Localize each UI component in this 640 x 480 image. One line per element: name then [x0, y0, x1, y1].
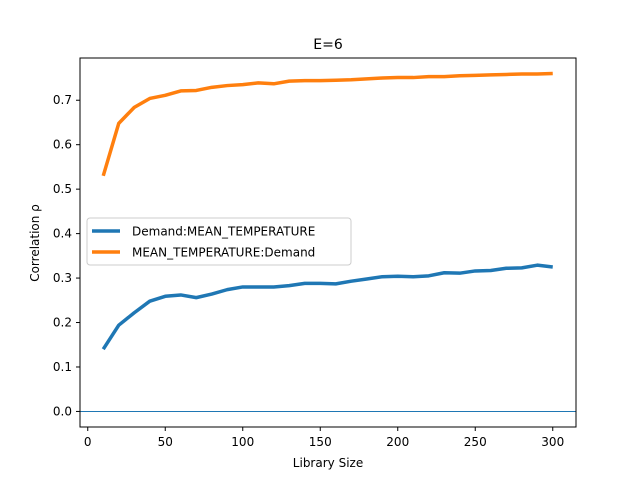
y-tick-label: 0.5	[53, 182, 72, 196]
legend: Demand:MEAN_TEMPERATURE MEAN_TEMPERATURE:…	[86, 217, 352, 266]
series-line-1	[101, 263, 553, 351]
x-tick-label: 250	[464, 435, 487, 449]
plot-area	[79, 57, 577, 428]
x-tick-label: 200	[386, 435, 409, 449]
legend-label-1: Demand:MEAN_TEMPERATURE	[132, 225, 315, 239]
x-tick-label: 300	[541, 435, 564, 449]
chart-title: E=6	[313, 37, 343, 53]
x-tick-label: 150	[309, 435, 332, 449]
axes-frame	[79, 57, 577, 428]
x-tick-label: 50	[158, 435, 173, 449]
y-axis-label: Correlation ρ	[28, 204, 42, 282]
y-tick-label: 0.6	[53, 138, 72, 152]
x-tick-label: 100	[231, 435, 254, 449]
x-axis-label: Library Size	[293, 456, 363, 470]
legend-box	[86, 217, 352, 266]
y-tick-label: 0.1	[53, 360, 72, 374]
x-axis-ticks: 0 50 100 150 200 250 300	[84, 427, 564, 449]
y-tick-label: 0.0	[53, 404, 72, 418]
y-axis-ticks: 0.0 0.1 0.2 0.3 0.4 0.5 0.6 0.7	[53, 93, 80, 418]
y-tick-label: 0.7	[53, 93, 72, 107]
y-tick-label: 0.3	[53, 271, 72, 285]
series-line-2	[101, 71, 553, 177]
legend-label-2: MEAN_TEMPERATURE:Demand	[132, 246, 315, 260]
x-tick-label: 0	[84, 435, 92, 449]
y-tick-label: 0.2	[53, 316, 72, 330]
y-tick-label: 0.4	[53, 227, 72, 241]
